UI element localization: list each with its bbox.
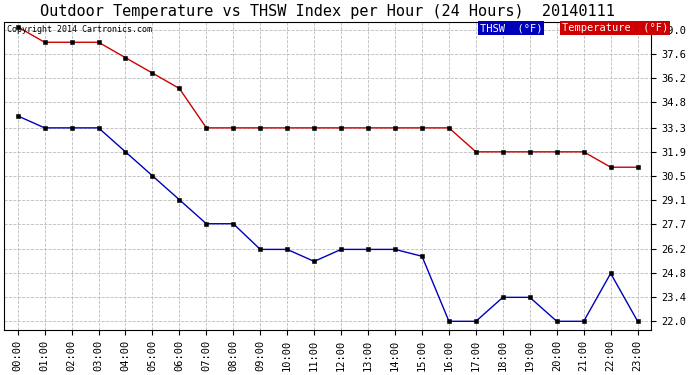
Text: Copyright 2014 Cartronics.com: Copyright 2014 Cartronics.com <box>8 25 152 34</box>
Text: Temperature  (°F): Temperature (°F) <box>562 23 668 33</box>
Title: Outdoor Temperature vs THSW Index per Hour (24 Hours)  20140111: Outdoor Temperature vs THSW Index per Ho… <box>40 4 615 19</box>
Text: THSW  (°F): THSW (°F) <box>480 23 542 33</box>
